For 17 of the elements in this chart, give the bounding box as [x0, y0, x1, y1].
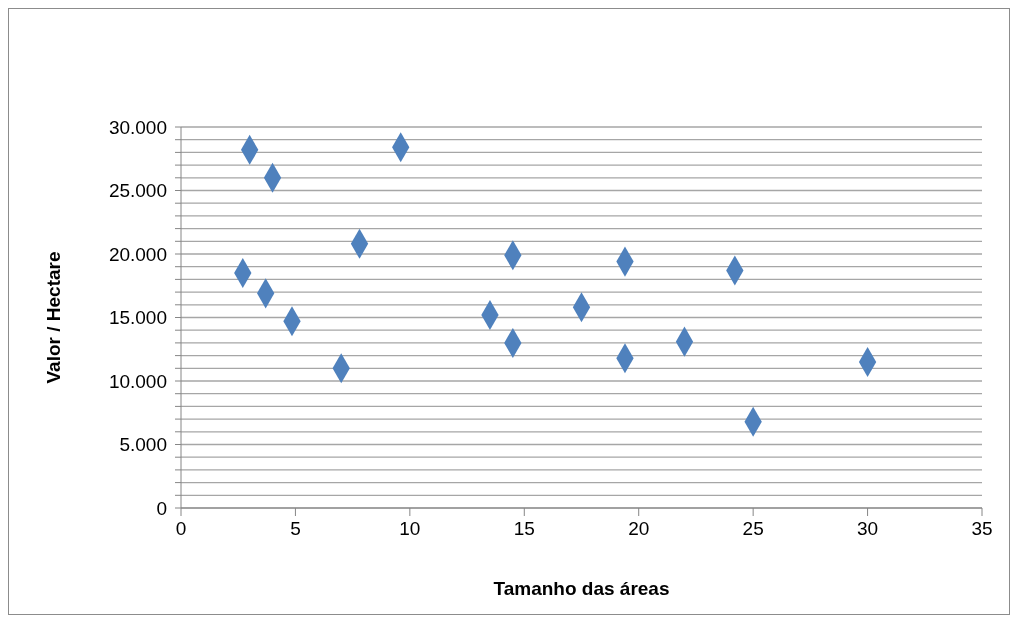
x-tick-label: 20 [628, 518, 650, 540]
y-tick-label: 30.000 [108, 116, 167, 138]
x-tick-label: 5 [290, 518, 301, 540]
y-tick-label: 5.000 [119, 434, 167, 456]
x-tick-label: 10 [399, 518, 421, 540]
x-tick-label: 15 [513, 518, 535, 540]
y-tick-label: 15.000 [108, 307, 167, 329]
x-axis-title: Tamanho das áreas [493, 578, 670, 599]
x-tick-label: 30 [857, 518, 879, 540]
x-tick-label: 25 [742, 518, 764, 540]
y-tick-label: 10.000 [108, 370, 167, 392]
y-tick-label: 25.000 [108, 180, 167, 202]
y-tick-label: 0 [156, 497, 167, 519]
y-tick-label: 20.000 [108, 243, 167, 265]
y-axis-title: Valor / Hectare [42, 251, 64, 384]
x-tick-label: 0 [175, 518, 187, 540]
x-tick-label: 35 [971, 518, 993, 540]
